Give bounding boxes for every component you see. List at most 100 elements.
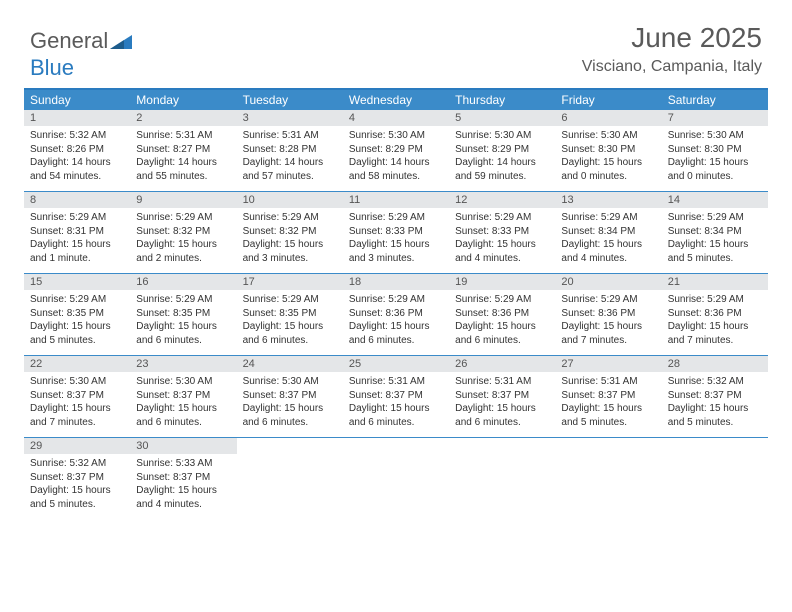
day-number: 23 (130, 356, 236, 372)
day-number: 29 (24, 438, 130, 454)
weekday-header: Friday (555, 90, 661, 110)
day-body: Sunrise: 5:31 AMSunset: 8:37 PMDaylight:… (449, 372, 555, 437)
day-body: Sunrise: 5:29 AMSunset: 8:33 PMDaylight:… (343, 208, 449, 273)
brand-part2: Blue (30, 55, 74, 80)
day-cell: 23Sunrise: 5:30 AMSunset: 8:37 PMDayligh… (130, 356, 236, 437)
brand-triangle-icon (110, 29, 132, 55)
day-body: Sunrise: 5:29 AMSunset: 8:36 PMDaylight:… (449, 290, 555, 355)
day-cell: 24Sunrise: 5:30 AMSunset: 8:37 PMDayligh… (237, 356, 343, 437)
day-body: Sunrise: 5:29 AMSunset: 8:36 PMDaylight:… (343, 290, 449, 355)
day-number: 4 (343, 110, 449, 126)
day-cell: 21Sunrise: 5:29 AMSunset: 8:36 PMDayligh… (662, 274, 768, 355)
brand-logo: General Blue (30, 28, 132, 81)
day-number: 1 (24, 110, 130, 126)
day-body: Sunrise: 5:31 AMSunset: 8:27 PMDaylight:… (130, 126, 236, 191)
location-subtitle: Visciano, Campania, Italy (582, 58, 762, 76)
day-number: 19 (449, 274, 555, 290)
day-number: 17 (237, 274, 343, 290)
day-cell: 3Sunrise: 5:31 AMSunset: 8:28 PMDaylight… (237, 110, 343, 191)
day-body: Sunrise: 5:29 AMSunset: 8:36 PMDaylight:… (555, 290, 661, 355)
day-number: 24 (237, 356, 343, 372)
week-row: 22Sunrise: 5:30 AMSunset: 8:37 PMDayligh… (24, 356, 768, 438)
day-number: 30 (130, 438, 236, 454)
day-body: Sunrise: 5:30 AMSunset: 8:37 PMDaylight:… (24, 372, 130, 437)
day-number: 7 (662, 110, 768, 126)
day-number: 13 (555, 192, 661, 208)
day-cell: 27Sunrise: 5:31 AMSunset: 8:37 PMDayligh… (555, 356, 661, 437)
day-cell: 9Sunrise: 5:29 AMSunset: 8:32 PMDaylight… (130, 192, 236, 273)
day-number: 21 (662, 274, 768, 290)
day-body: Sunrise: 5:32 AMSunset: 8:37 PMDaylight:… (662, 372, 768, 437)
day-cell (449, 438, 555, 519)
day-cell (237, 438, 343, 519)
day-cell: 28Sunrise: 5:32 AMSunset: 8:37 PMDayligh… (662, 356, 768, 437)
day-body: Sunrise: 5:29 AMSunset: 8:31 PMDaylight:… (24, 208, 130, 273)
day-cell: 7Sunrise: 5:30 AMSunset: 8:30 PMDaylight… (662, 110, 768, 191)
weekday-header: Wednesday (343, 90, 449, 110)
day-cell: 15Sunrise: 5:29 AMSunset: 8:35 PMDayligh… (24, 274, 130, 355)
day-cell: 22Sunrise: 5:30 AMSunset: 8:37 PMDayligh… (24, 356, 130, 437)
weekday-header: Sunday (24, 90, 130, 110)
day-number: 9 (130, 192, 236, 208)
day-cell: 11Sunrise: 5:29 AMSunset: 8:33 PMDayligh… (343, 192, 449, 273)
day-number: 3 (237, 110, 343, 126)
day-number: 11 (343, 192, 449, 208)
day-cell: 18Sunrise: 5:29 AMSunset: 8:36 PMDayligh… (343, 274, 449, 355)
day-body: Sunrise: 5:29 AMSunset: 8:35 PMDaylight:… (130, 290, 236, 355)
day-body: Sunrise: 5:29 AMSunset: 8:35 PMDaylight:… (237, 290, 343, 355)
weekday-header: Monday (130, 90, 236, 110)
day-cell: 19Sunrise: 5:29 AMSunset: 8:36 PMDayligh… (449, 274, 555, 355)
week-row: 29Sunrise: 5:32 AMSunset: 8:37 PMDayligh… (24, 438, 768, 519)
day-body: Sunrise: 5:33 AMSunset: 8:37 PMDaylight:… (130, 454, 236, 519)
day-body: Sunrise: 5:30 AMSunset: 8:30 PMDaylight:… (555, 126, 661, 191)
day-cell: 10Sunrise: 5:29 AMSunset: 8:32 PMDayligh… (237, 192, 343, 273)
day-cell: 30Sunrise: 5:33 AMSunset: 8:37 PMDayligh… (130, 438, 236, 519)
title-block: June 2025 Visciano, Campania, Italy (582, 22, 762, 76)
week-row: 8Sunrise: 5:29 AMSunset: 8:31 PMDaylight… (24, 192, 768, 274)
day-cell: 16Sunrise: 5:29 AMSunset: 8:35 PMDayligh… (130, 274, 236, 355)
day-cell: 26Sunrise: 5:31 AMSunset: 8:37 PMDayligh… (449, 356, 555, 437)
day-number: 26 (449, 356, 555, 372)
day-cell: 8Sunrise: 5:29 AMSunset: 8:31 PMDaylight… (24, 192, 130, 273)
day-body: Sunrise: 5:30 AMSunset: 8:30 PMDaylight:… (662, 126, 768, 191)
day-number: 5 (449, 110, 555, 126)
day-cell: 6Sunrise: 5:30 AMSunset: 8:30 PMDaylight… (555, 110, 661, 191)
day-body: Sunrise: 5:32 AMSunset: 8:26 PMDaylight:… (24, 126, 130, 191)
day-number: 14 (662, 192, 768, 208)
day-cell: 1Sunrise: 5:32 AMSunset: 8:26 PMDaylight… (24, 110, 130, 191)
day-number: 20 (555, 274, 661, 290)
day-body: Sunrise: 5:31 AMSunset: 8:28 PMDaylight:… (237, 126, 343, 191)
week-row: 15Sunrise: 5:29 AMSunset: 8:35 PMDayligh… (24, 274, 768, 356)
day-cell (343, 438, 449, 519)
day-body: Sunrise: 5:30 AMSunset: 8:37 PMDaylight:… (237, 372, 343, 437)
day-cell: 17Sunrise: 5:29 AMSunset: 8:35 PMDayligh… (237, 274, 343, 355)
day-body: Sunrise: 5:30 AMSunset: 8:29 PMDaylight:… (343, 126, 449, 191)
day-number: 16 (130, 274, 236, 290)
day-cell: 29Sunrise: 5:32 AMSunset: 8:37 PMDayligh… (24, 438, 130, 519)
day-body: Sunrise: 5:29 AMSunset: 8:36 PMDaylight:… (662, 290, 768, 355)
day-body: Sunrise: 5:29 AMSunset: 8:34 PMDaylight:… (555, 208, 661, 273)
day-number: 10 (237, 192, 343, 208)
weekday-header: Tuesday (237, 90, 343, 110)
day-number: 28 (662, 356, 768, 372)
day-cell: 25Sunrise: 5:31 AMSunset: 8:37 PMDayligh… (343, 356, 449, 437)
day-number: 22 (24, 356, 130, 372)
day-number: 18 (343, 274, 449, 290)
day-cell: 5Sunrise: 5:30 AMSunset: 8:29 PMDaylight… (449, 110, 555, 191)
day-body: Sunrise: 5:30 AMSunset: 8:29 PMDaylight:… (449, 126, 555, 191)
day-body: Sunrise: 5:29 AMSunset: 8:35 PMDaylight:… (24, 290, 130, 355)
brand-part1: General (30, 28, 108, 53)
weekday-header: Saturday (662, 90, 768, 110)
day-body: Sunrise: 5:29 AMSunset: 8:33 PMDaylight:… (449, 208, 555, 273)
week-row: 1Sunrise: 5:32 AMSunset: 8:26 PMDaylight… (24, 110, 768, 192)
day-body: Sunrise: 5:31 AMSunset: 8:37 PMDaylight:… (555, 372, 661, 437)
day-number: 12 (449, 192, 555, 208)
day-body: Sunrise: 5:29 AMSunset: 8:32 PMDaylight:… (237, 208, 343, 273)
day-cell (662, 438, 768, 519)
weekday-header-row: SundayMondayTuesdayWednesdayThursdayFrid… (24, 90, 768, 110)
day-body: Sunrise: 5:31 AMSunset: 8:37 PMDaylight:… (343, 372, 449, 437)
day-cell: 14Sunrise: 5:29 AMSunset: 8:34 PMDayligh… (662, 192, 768, 273)
month-title: June 2025 (582, 22, 762, 54)
day-body: Sunrise: 5:32 AMSunset: 8:37 PMDaylight:… (24, 454, 130, 519)
day-cell: 12Sunrise: 5:29 AMSunset: 8:33 PMDayligh… (449, 192, 555, 273)
